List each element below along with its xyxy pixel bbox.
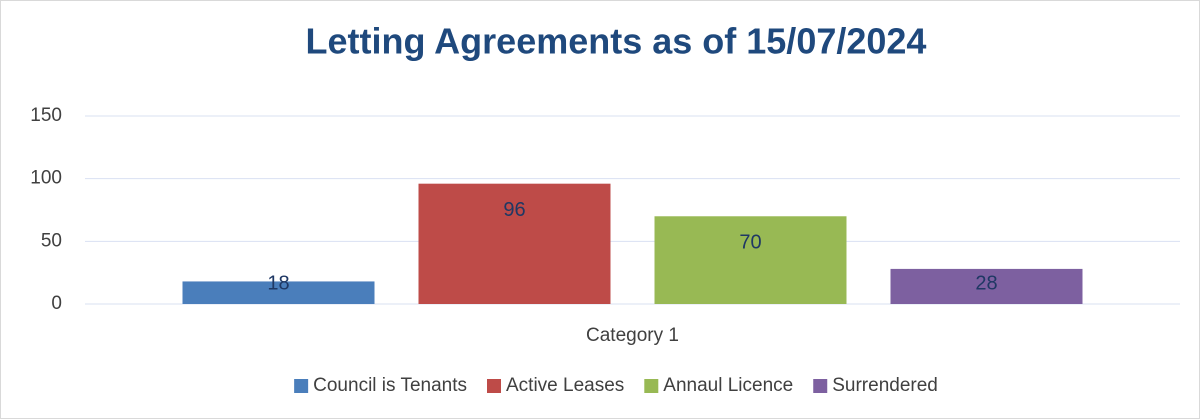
y-tick-label: 150 <box>30 105 62 126</box>
legend-swatch <box>294 379 309 393</box>
data-label: 96 <box>503 199 525 221</box>
y-tick-label: 0 <box>51 293 62 314</box>
legend-swatch <box>813 379 828 393</box>
legend-swatch <box>644 379 659 393</box>
bar <box>418 183 611 304</box>
legend-label: Annaul Licence <box>663 375 793 396</box>
data-label: 28 <box>975 272 997 294</box>
bar <box>182 281 375 304</box>
bar <box>890 268 1083 304</box>
y-tick-label: 100 <box>30 168 62 189</box>
legend-swatch <box>487 379 501 393</box>
bar <box>654 216 847 304</box>
data-label: 70 <box>739 232 761 254</box>
legend-label: Surrendered <box>832 375 938 396</box>
y-tick-label: 50 <box>41 230 62 251</box>
x-tick-label: Category 1 <box>586 325 679 346</box>
legend-label: Council is Tenants <box>313 375 467 396</box>
chart-title: Letting Agreements as of 15/07/2024 <box>306 21 927 62</box>
legend-label: Active Leases <box>506 375 624 396</box>
data-label: 18 <box>267 272 289 294</box>
